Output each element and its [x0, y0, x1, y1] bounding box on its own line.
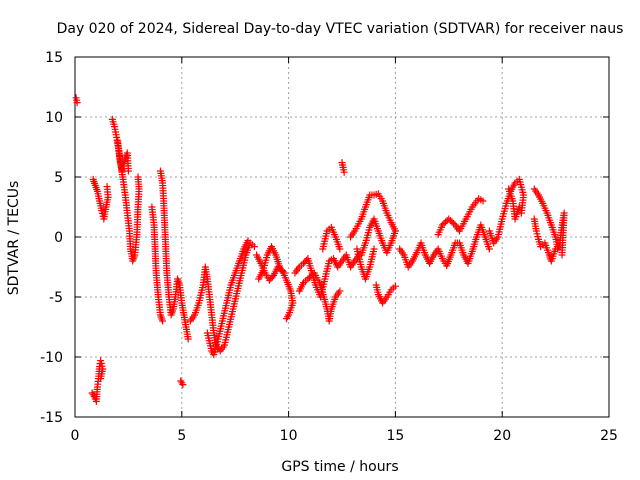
data-point: [450, 220, 458, 227]
data-point: [178, 379, 186, 387]
x-tick-label: 10: [280, 428, 298, 444]
data-point: [445, 215, 453, 223]
data-point: [73, 99, 81, 107]
y-tick-label: -15: [40, 410, 63, 426]
data-point: [179, 381, 187, 389]
data-point: [250, 243, 258, 251]
data-point: [184, 335, 192, 343]
data-point: [336, 287, 344, 295]
data-point: [97, 375, 105, 383]
y-tick-label: 10: [45, 110, 63, 126]
x-axis-label: GPS time / hours: [281, 459, 398, 475]
data-point: [552, 245, 560, 253]
data-point: [280, 269, 288, 277]
data-point: [336, 245, 344, 253]
data-point: [448, 218, 456, 226]
y-tick-label: 15: [45, 50, 63, 66]
data-point: [340, 168, 348, 176]
data-point: [370, 245, 378, 253]
x-tick-label: 25: [600, 428, 618, 444]
y-tick-label: -10: [40, 350, 63, 366]
data-point: [244, 237, 252, 245]
x-tick-label: 20: [493, 428, 511, 444]
x-axis: 0 5 10 15 20 25: [71, 57, 618, 444]
data-point: [279, 267, 287, 275]
data-point: [517, 209, 525, 217]
data-point: [159, 317, 167, 325]
chart-title: Day 020 of 2024, Sidereal Day-to-day VTE…: [57, 21, 624, 37]
data-point: [103, 183, 111, 191]
data-point: [558, 251, 566, 259]
data-point: [440, 220, 448, 227]
y-tick-label: 0: [54, 230, 63, 246]
y-axis: -15 -10 -5 0 5 10 15: [40, 50, 609, 426]
data-point: [268, 273, 276, 281]
data-point: [479, 197, 487, 205]
grid-lines: [75, 57, 609, 417]
data-points: [72, 94, 568, 405]
data-point: [438, 221, 446, 229]
data-point: [391, 227, 399, 235]
data-point: [134, 173, 142, 181]
y-axis-label: SDTVAR / TECUs: [6, 181, 22, 296]
data-point: [124, 167, 132, 175]
data-point: [515, 203, 523, 211]
data-point: [391, 282, 399, 290]
data-point: [485, 245, 493, 253]
data-point: [305, 274, 313, 281]
y-tick-label: 5: [54, 170, 63, 186]
x-tick-label: 0: [71, 428, 80, 444]
x-tick-label: 5: [177, 428, 186, 444]
y-tick-label: -5: [49, 290, 63, 306]
x-tick-label: 15: [386, 428, 404, 444]
data-point: [282, 315, 290, 323]
data-point: [446, 217, 454, 224]
data-point: [442, 218, 450, 226]
data-point: [304, 275, 312, 283]
